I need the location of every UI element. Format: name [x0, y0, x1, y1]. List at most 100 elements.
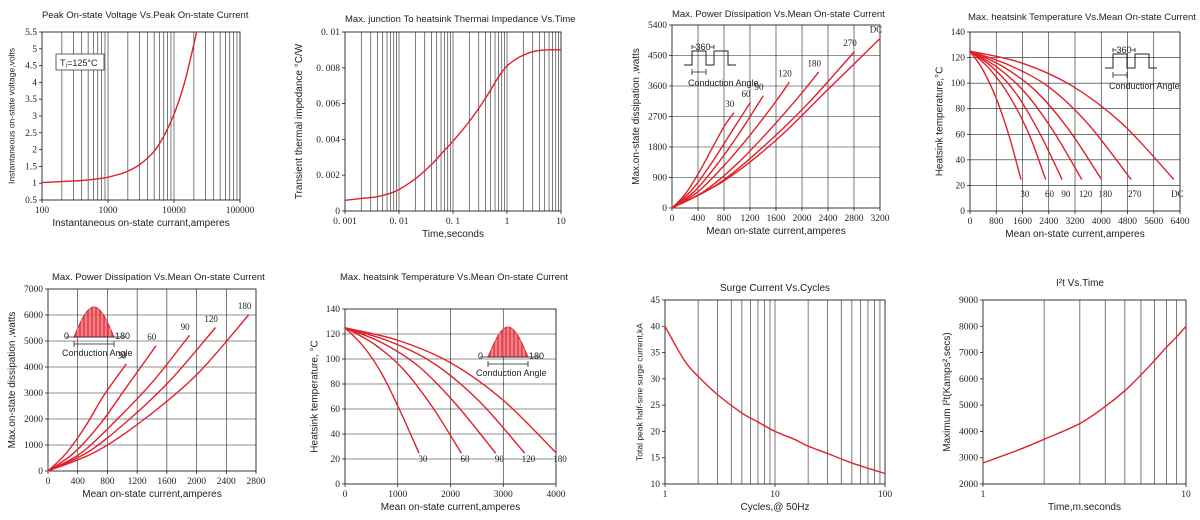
x-tick-label: 1600 [157, 477, 176, 487]
series-line-120 [47, 327, 216, 472]
series-label: 60 [147, 332, 157, 342]
x-tick-label: 2400 [217, 477, 236, 487]
x-tick-label: 1600 [1013, 217, 1032, 227]
y-tick-label: 0 [38, 467, 43, 477]
x-axis-label: Mean on-state current,amperes [1005, 229, 1145, 240]
series-label: 120 [1079, 189, 1093, 199]
series-line [664, 325, 886, 475]
conduction-inset: 360 Conduction Angle [1105, 45, 1180, 91]
y-tick-label: 5.5 [25, 28, 37, 38]
x-tick-label: 0. 001 [333, 217, 357, 227]
chart-title: Max. heatsink Temperature Vs.Mean On-sta… [340, 272, 568, 283]
x-tick-label: 800 [717, 214, 732, 224]
y-tick-label: 0. 004 [316, 135, 340, 145]
x-tick-label: 800 [100, 477, 115, 487]
series-line [982, 325, 1187, 464]
y-tick-label: 45 [651, 296, 661, 306]
grid [1043, 300, 1178, 484]
series-group [41, 31, 198, 184]
y-tick-label: 100 [326, 355, 341, 365]
chart-4: Max. heatsink Temperature Vs.Mean On-sta… [934, 12, 1196, 240]
y-tick-label: 5 [32, 45, 37, 55]
y-tick-label: 2700 [648, 113, 667, 123]
x-tick-label: 0 [968, 217, 973, 227]
series-label: DC [870, 25, 883, 35]
x-tick-label: 100 [878, 490, 893, 500]
series-line-120 [671, 81, 790, 209]
x-tick-label: 4000 [1092, 217, 1111, 227]
x-axis-label: Mean on-state current,amperes [706, 226, 846, 237]
x-tick-label: 1000 [388, 490, 407, 500]
y-tick-label: 20 [956, 181, 966, 191]
series-line-90 [344, 327, 497, 454]
chart-title: Max. Power Dissipation Vs.Mean On-state … [672, 9, 885, 20]
chart-title: Peak On-state Voltage Vs.Peak On-state C… [42, 10, 249, 21]
series-label: 270 [1128, 189, 1142, 199]
y-tick-label: 1 [32, 179, 37, 189]
x-tick-label: 6400 [1171, 217, 1190, 227]
x-tick-label: 100 [35, 206, 50, 216]
x-tick-label: 2800 [845, 214, 864, 224]
series-line-180 [344, 327, 557, 454]
series-line-60 [671, 102, 751, 209]
y-tick-label: 140 [951, 28, 966, 38]
y-tick-label: 10 [651, 480, 661, 490]
inset-180-label: 180 [115, 331, 130, 341]
series-label: 120 [778, 69, 792, 79]
plot-frame [982, 299, 1187, 485]
y-tick-label: 3000 [24, 389, 43, 399]
x-axis-label: Time,m.seconds [1048, 502, 1121, 513]
series-label: 120 [522, 454, 536, 464]
chart-title: I²t Vs.Time [1056, 278, 1104, 289]
y-tick-label: 100 [951, 79, 966, 89]
y-tick-label: 7000 [24, 285, 43, 295]
series-line-dc [969, 50, 1175, 180]
y-tick-label: 40 [331, 430, 341, 440]
x-tick-label: 1200 [128, 477, 147, 487]
x-tick-label: 4000 [547, 490, 566, 500]
x-tick-label: 2800 [247, 477, 266, 487]
grid [360, 32, 559, 211]
series-group [982, 325, 1187, 464]
y-tick-label: 900 [653, 174, 668, 184]
y-axis-label: Max.on-state dissipation ,watts [631, 48, 642, 185]
chart-5: Max. Power Dissipation Vs.Mean On-state … [7, 272, 266, 500]
series-line-30 [47, 363, 127, 472]
y-tick-label: 2 [32, 146, 37, 156]
x-tick-label: 10 [770, 490, 780, 500]
series-line-60 [969, 50, 1047, 180]
conduction-inset: 0 180 Conduction Angle [62, 306, 133, 358]
y-tick-label: 5000 [959, 401, 978, 411]
x-axis-label: Time,seconds [422, 229, 484, 240]
y-tick-label: 0 [662, 204, 667, 214]
x-axis-label: Instantaneous on-state currant,amperes [52, 218, 229, 229]
series-line-270 [969, 50, 1132, 180]
series-line [41, 31, 198, 184]
chart-title: Max. Power Dissipation Vs.Mean On-state … [52, 272, 265, 283]
series-line [344, 49, 562, 201]
y-tick-label: 40 [956, 156, 966, 166]
series-line-dc [671, 37, 881, 209]
series-group: 30 60 90 120 180 270 DC [969, 50, 1184, 199]
conduction-inset: 360 Conduction Angle [684, 42, 759, 88]
series-group: 30 60 90 120 180 [344, 327, 567, 464]
x-tick-label: 3200 [1066, 217, 1085, 227]
x-tick-label: 1 [663, 490, 668, 500]
x-tick-label: 400 [71, 477, 86, 487]
x-axis-label: Cycles,@ 50Hz [740, 502, 809, 513]
y-tick-label: 7000 [959, 349, 978, 359]
y-tick-label: 120 [326, 330, 341, 340]
y-tick-label: 3600 [648, 82, 667, 92]
series-label: 180 [1099, 189, 1113, 199]
y-tick-label: 6000 [959, 375, 978, 385]
y-tick-label: 4.5 [25, 62, 37, 72]
x-tick-label: 3000 [494, 490, 513, 500]
x-tick-label: 1200 [741, 214, 760, 224]
y-tick-label: 3.5 [25, 95, 37, 105]
series-line-180 [969, 50, 1102, 180]
series-line-120 [344, 327, 526, 454]
series-group [664, 325, 886, 475]
series-line-90 [969, 50, 1063, 180]
series-line-90 [47, 335, 190, 472]
x-tick-label: 2000 [187, 477, 206, 487]
